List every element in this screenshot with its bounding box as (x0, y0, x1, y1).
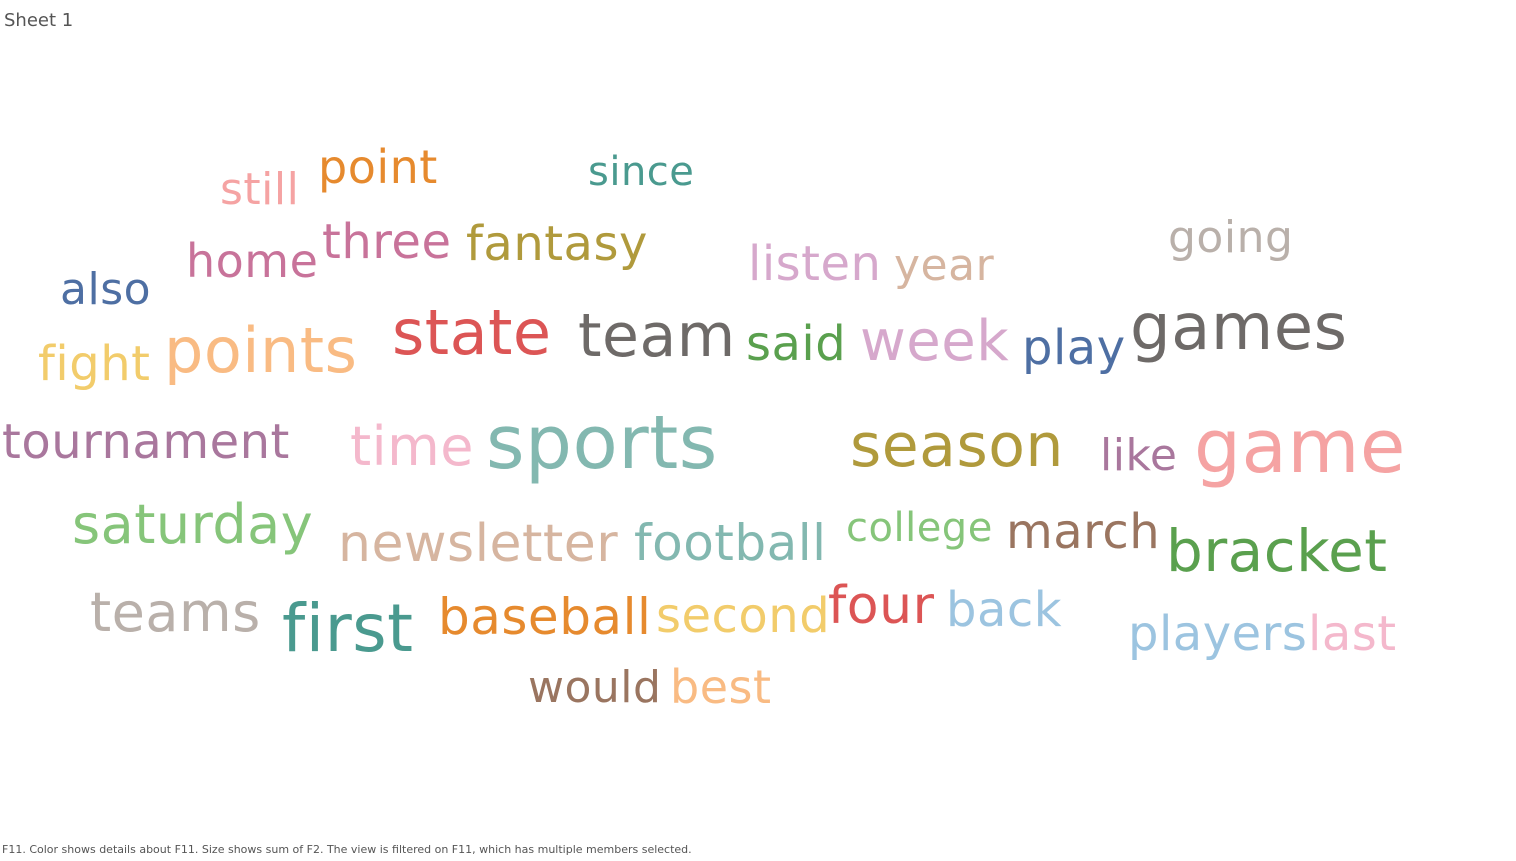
word-still[interactable]: still (220, 164, 300, 215)
word-saturday[interactable]: saturday (72, 493, 314, 556)
chart-caption: F11. Color shows details about F11. Size… (2, 843, 692, 856)
word-said[interactable]: said (746, 316, 847, 372)
word-baseball[interactable]: baseball (438, 588, 652, 646)
word-state[interactable]: state (392, 296, 552, 369)
word-games[interactable]: games (1130, 291, 1348, 365)
word-sports[interactable]: sports (486, 400, 718, 486)
word-three[interactable]: three (322, 214, 452, 270)
word-first[interactable]: first (282, 590, 414, 667)
word-teams[interactable]: teams (90, 581, 261, 644)
word-home[interactable]: home (186, 234, 319, 288)
word-best[interactable]: best (670, 660, 772, 714)
word-play[interactable]: play (1022, 320, 1126, 376)
word-bracket[interactable]: bracket (1166, 517, 1388, 585)
word-week[interactable]: week (860, 309, 1010, 374)
word-march[interactable]: march (1006, 504, 1161, 560)
word-season[interactable]: season (850, 411, 1064, 481)
word-since[interactable]: since (588, 149, 695, 195)
word-football[interactable]: football (634, 514, 827, 572)
sheet-title: Sheet 1 (4, 10, 74, 31)
word-second[interactable]: second (656, 588, 831, 644)
word-point[interactable]: point (318, 140, 438, 194)
word-also[interactable]: also (60, 264, 152, 315)
word-college[interactable]: college (846, 505, 993, 551)
word-going[interactable]: going (1168, 212, 1294, 263)
word-year[interactable]: year (894, 240, 995, 291)
word-fight[interactable]: fight (38, 336, 151, 392)
word-team[interactable]: team (578, 301, 736, 371)
word-game[interactable]: game (1194, 404, 1406, 490)
word-fantasy[interactable]: fantasy (466, 216, 648, 272)
word-like[interactable]: like (1100, 430, 1178, 481)
word-points[interactable]: points (164, 314, 358, 387)
word-time[interactable]: time (350, 415, 475, 478)
word-listen[interactable]: listen (748, 236, 882, 292)
word-tournament[interactable]: tournament (2, 414, 290, 470)
word-four[interactable]: four (828, 576, 935, 636)
word-would[interactable]: would (528, 662, 662, 713)
word-back[interactable]: back (946, 582, 1063, 638)
word-last[interactable]: last (1308, 606, 1397, 662)
word-newsletter[interactable]: newsletter (338, 514, 619, 574)
word-players[interactable]: players (1128, 606, 1308, 662)
